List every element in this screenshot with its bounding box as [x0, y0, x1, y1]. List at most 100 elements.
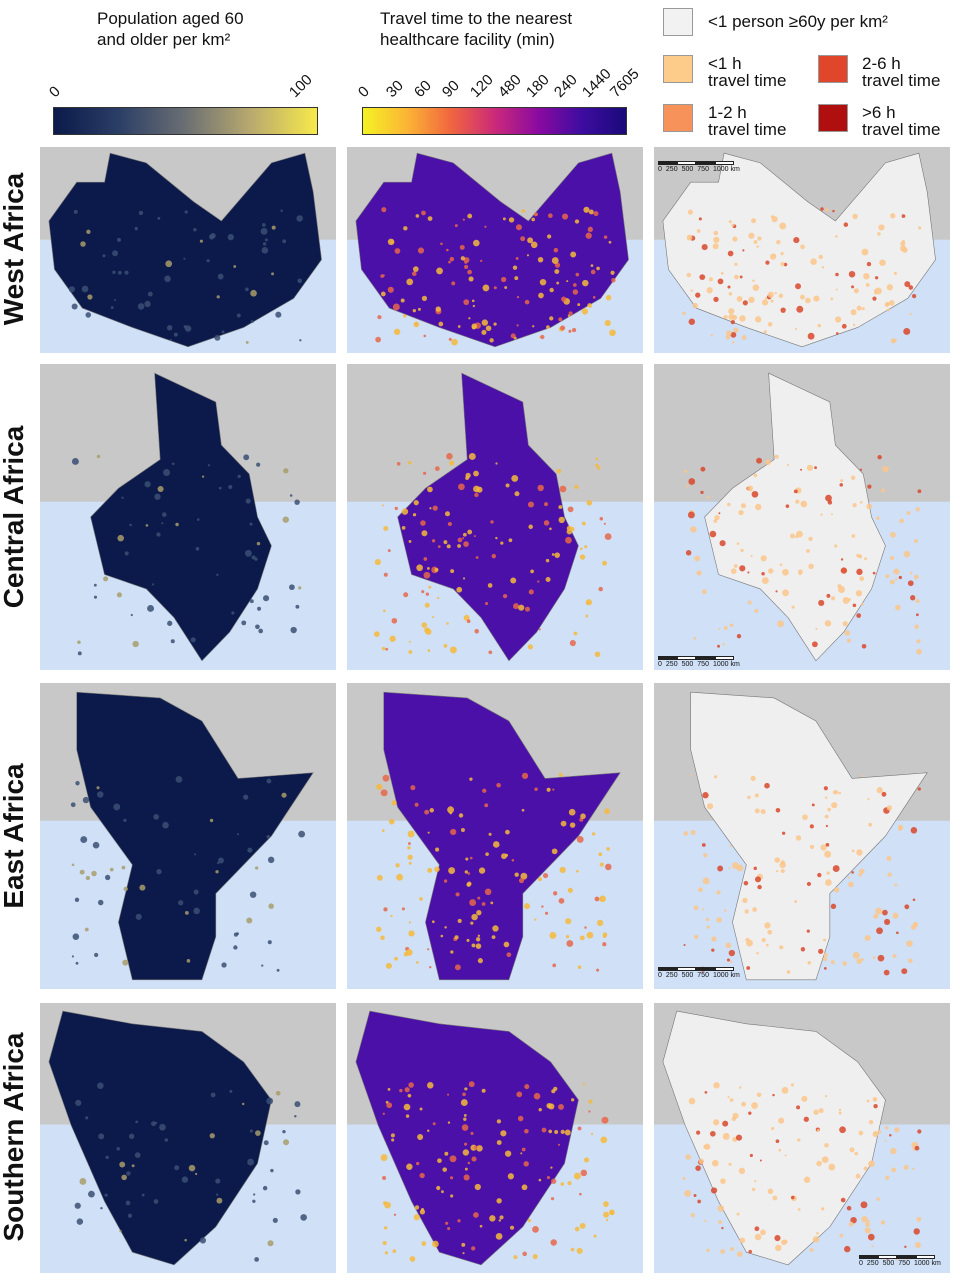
map-texture	[376, 772, 612, 972]
scale-bar-label: 750	[697, 972, 709, 979]
scale-bar: 0 250 500 750 1000 km	[658, 161, 740, 174]
region-outline	[76, 691, 314, 981]
map-texture	[682, 207, 922, 344]
map-combo-east-africa-graphic	[654, 683, 950, 981]
scale-bar-label: 0	[658, 661, 662, 668]
legend-label-under-1h: <1 h travel time	[708, 54, 787, 90]
map-travel-east-africa	[347, 683, 643, 989]
map-texture	[71, 454, 302, 656]
travel-time-tick-180: 180	[522, 71, 553, 101]
map-pop-west-africa	[40, 147, 336, 353]
map-pop-west-africa-graphic	[40, 147, 336, 348]
scale-bar-label: 1000 km	[712, 661, 740, 668]
map-travel-west-africa	[347, 147, 643, 353]
map-texture	[374, 453, 612, 658]
map-travel-central-africa-graphic	[347, 364, 643, 662]
scale-bar-label: 250	[866, 1260, 879, 1267]
travel-time-tick-0: 0	[354, 83, 373, 101]
population-tick-0: 0	[45, 83, 64, 101]
map-pop-central-africa	[40, 364, 336, 670]
scale-bar-label: 0	[859, 1260, 863, 1267]
map-pop-east-africa-graphic	[40, 683, 336, 981]
scale-bar-label: 500	[681, 166, 694, 173]
scale-bar: 0 250 500 750 1000 km	[658, 656, 740, 669]
map-combo-east-africa: 0 250 500 750 1000 km	[654, 683, 950, 989]
travel-time-colorbar	[362, 107, 627, 135]
scale-bar-label: 500	[882, 1260, 895, 1267]
population-colorbar	[53, 107, 318, 135]
map-pop-southern-africa	[40, 1003, 336, 1273]
travel-time-tick-240: 240	[550, 71, 581, 101]
travel-time-tick-60: 60	[410, 77, 435, 101]
region-outline	[690, 691, 928, 981]
scale-bar-label: 250	[665, 166, 678, 173]
scale-bar: 0 250 500 750 1000 km	[859, 1255, 941, 1268]
map-texture	[68, 209, 303, 344]
scale-bar-label: 250	[665, 661, 678, 668]
scale-bar-label: 500	[681, 972, 694, 979]
map-texture	[70, 775, 306, 972]
map-travel-southern-africa	[347, 1003, 643, 1273]
row-label-west-africa: West Africa	[0, 172, 29, 326]
map-texture	[375, 206, 616, 346]
map-combo-west-africa: 0 250 500 750 1000 km	[654, 147, 950, 353]
scale-bar-label: 250	[665, 972, 678, 979]
legend-swatch-2-6h	[818, 55, 848, 83]
scale-bar-label: 500	[681, 661, 694, 668]
travel-time-legend-title: Travel time to the nearest healthcare fa…	[380, 8, 572, 50]
map-combo-west-africa-graphic	[654, 147, 950, 348]
region-outline	[48, 152, 322, 348]
region-outline	[662, 152, 936, 348]
travel-time-tick-120: 120	[466, 71, 497, 101]
map-travel-southern-africa-graphic	[347, 1003, 643, 1266]
travel-time-tick-1440: 1440	[578, 65, 615, 101]
row-label-southern-africa: Southern Africa	[0, 1032, 29, 1242]
map-texture	[683, 773, 921, 976]
map-travel-east-africa-graphic	[347, 683, 643, 981]
map-combo-southern-africa: 0 250 500 750 1000 km	[654, 1003, 950, 1273]
row-label-central-africa: Central Africa	[0, 425, 29, 609]
map-combo-central-africa: 0 250 500 750 1000 km	[654, 364, 950, 670]
map-combo-central-africa-graphic	[654, 364, 950, 662]
legend-label-1-2h: 1-2 h travel time	[708, 103, 787, 139]
region-outline	[48, 1010, 272, 1266]
scale-bar-label: 1000 km	[913, 1260, 941, 1267]
travel-time-legend-title-line2: healthcare facility (min)	[380, 30, 555, 49]
travel-time-legend-title-line1: Travel time to the nearest	[380, 9, 573, 28]
legend-label-2-6h: 2-6 h travel time	[862, 54, 941, 90]
map-combo-southern-africa-graphic	[654, 1003, 950, 1266]
region-outline	[383, 691, 621, 981]
population-legend-title-line1: Population aged 60	[97, 9, 244, 28]
row-label-east-africa: East Africa	[0, 763, 29, 909]
map-texture	[74, 1082, 307, 1262]
legend-swatch-over-6h	[818, 104, 848, 132]
population-legend-title: Population aged 60 and older per km²	[97, 8, 244, 50]
legend-swatch-1-2h	[663, 104, 693, 132]
map-texture	[380, 1081, 615, 1262]
legend-swatch-sparse-population	[663, 8, 693, 36]
travel-time-tick-90: 90	[438, 77, 463, 101]
travel-time-tick-480: 480	[494, 71, 525, 101]
scale-bar-label: 750	[697, 661, 709, 668]
scale-bar-label: 0	[658, 972, 662, 979]
legend-label-sparse-population: <1 person ≥60y per km²	[708, 12, 888, 31]
region-outline	[397, 372, 579, 662]
scale-bar-label: 1000 km	[712, 166, 740, 173]
map-pop-southern-africa-graphic	[40, 1003, 336, 1266]
map-pop-east-africa	[40, 683, 336, 989]
legend-swatch-under-1h	[663, 55, 693, 83]
region-outline	[355, 1010, 579, 1266]
scale-bar-label: 1000 km	[712, 972, 740, 979]
map-texture	[683, 454, 922, 655]
region-outline	[90, 372, 272, 662]
scale-bar-label: 0	[658, 166, 662, 173]
population-legend-title-line2: and older per km²	[97, 30, 231, 49]
legend-label-over-6h: >6 h travel time	[862, 103, 941, 139]
map-travel-central-africa	[347, 364, 643, 670]
population-tick-100: 100	[285, 71, 316, 101]
scale-bar: 0 250 500 750 1000 km	[658, 967, 740, 980]
travel-time-tick-30: 30	[382, 77, 407, 101]
map-travel-west-africa-graphic	[347, 147, 643, 348]
map-pop-central-africa-graphic	[40, 364, 336, 662]
region-outline	[662, 1010, 886, 1266]
